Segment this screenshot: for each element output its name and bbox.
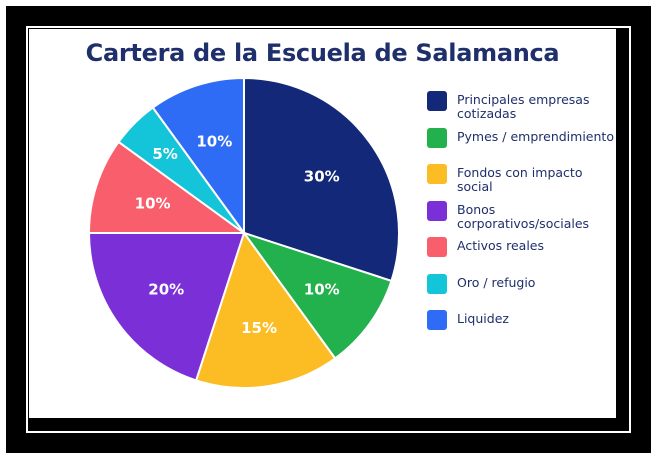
- slice-label-1: 30%: [304, 168, 340, 186]
- chart-panel: Cartera de la Escuela de Salamanca 30% 10…: [29, 29, 616, 418]
- slice-label-6: 5%: [152, 145, 177, 163]
- legend-item: Liquidez: [427, 310, 617, 340]
- pie-slice-1: [243, 76, 400, 283]
- pie-chart: 30% 10% 15% 20% 10% 5% 10%: [87, 76, 400, 389]
- legend-swatch: [427, 91, 447, 111]
- legend-item: Bonos corporativos/sociales: [427, 200, 617, 231]
- legend-item: Activos reales: [427, 237, 617, 267]
- legend-label: Liquidez: [457, 311, 509, 326]
- legend-label: Pymes / emprendimiento: [457, 128, 614, 144]
- legend-swatch: [427, 164, 447, 184]
- legend-label: Activos reales: [457, 238, 544, 253]
- frame-inner-border: [26, 26, 631, 433]
- pie-slice-4: [87, 232, 246, 382]
- slice-label-7: 10%: [196, 133, 232, 151]
- legend-swatch: [427, 310, 447, 330]
- legend-swatch: [427, 273, 447, 294]
- legend-swatch: [427, 237, 447, 257]
- legend-label: Bonos corporativos/sociales: [457, 201, 590, 231]
- slice-label-2: 10%: [304, 280, 340, 298]
- pie-slice-3: [194, 230, 337, 389]
- legend-swatch: [427, 127, 447, 148]
- pie-slice-2: [241, 231, 393, 360]
- slice-label-4: 20%: [148, 280, 184, 298]
- legend-item: Pymes / emprendimiento: [427, 127, 617, 158]
- legend-label: Principales empresas cotizadas: [457, 92, 590, 121]
- legend-label: Fondos con impacto social: [457, 165, 583, 194]
- slice-label-3: 15%: [241, 319, 277, 337]
- slice-label-5: 10%: [135, 194, 171, 212]
- chart-title: Cartera de la Escuela de Salamanca: [85, 39, 560, 67]
- legend-item: Principales empresas cotizadas: [427, 91, 617, 121]
- legend-item: Fondos con impacto social: [427, 164, 617, 194]
- pie-slice-7: [151, 76, 245, 237]
- legend-swatch: [427, 200, 447, 221]
- legend-item: Oro / refugio: [427, 273, 617, 304]
- legend-label: Oro / refugio: [457, 274, 536, 290]
- pie-slice-5: [87, 140, 248, 234]
